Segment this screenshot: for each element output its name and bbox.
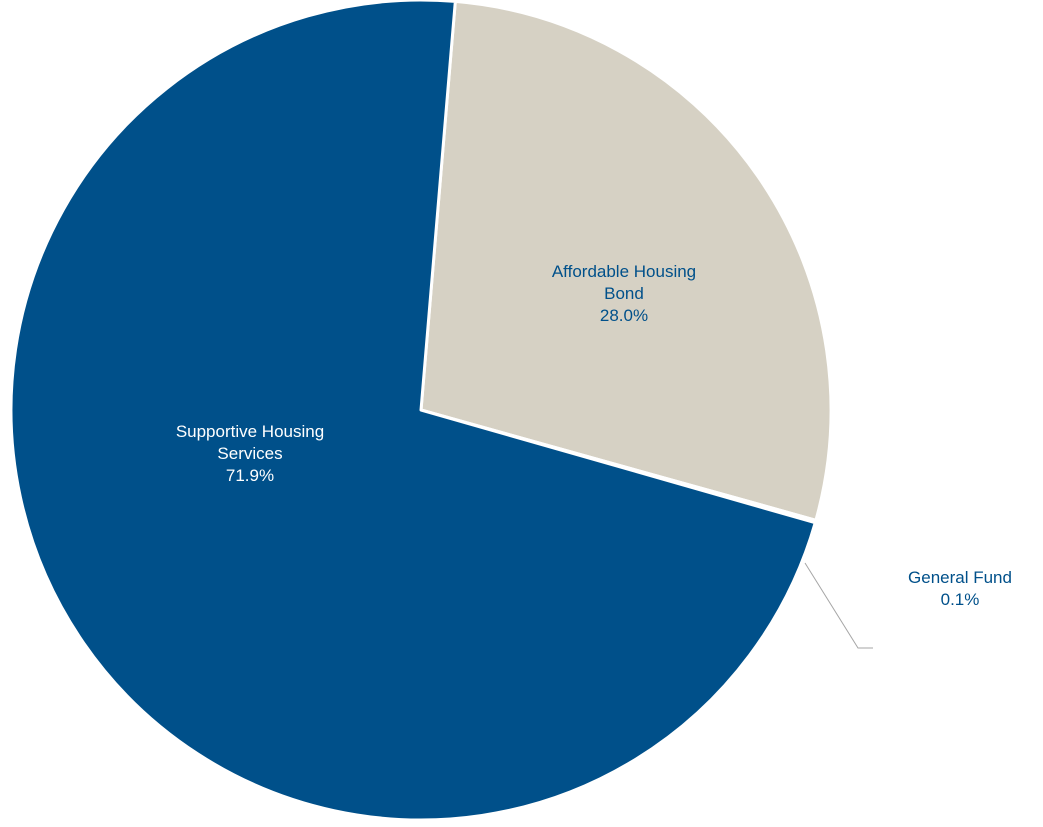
leader-lines-layer (804, 562, 873, 649)
pie-slice-affordable-housing-bond (419, 0, 833, 522)
labels-layer: Affordable Housing Bond 28.0% General Fund 0… (176, 262, 1012, 609)
slice-label-general-fund: General Fund 0.1% (908, 568, 1012, 609)
slices-layer (9, 0, 833, 822)
slice-name-text: Supportive Housing (176, 422, 324, 441)
leader-line-general-fund (804, 562, 873, 649)
slice-value-text: 28.0% (600, 306, 648, 325)
slice-name-text: Affordable Housing (552, 262, 696, 281)
slice-value-text: 0.1% (941, 590, 980, 609)
slice-name-text: General Fund (908, 568, 1012, 587)
pie-slice-supportive-housing-services (9, 0, 817, 822)
slice-value-text: 71.9% (226, 466, 274, 485)
slice-label-affordable-housing-bond: Affordable Housing Bond 28.0% (552, 262, 696, 325)
slice-name-text: Services (217, 444, 282, 463)
slice-name-text: Bond (604, 284, 644, 303)
slice-label-supportive-housing-services: Supportive Housing Services 71.9% (176, 422, 324, 485)
